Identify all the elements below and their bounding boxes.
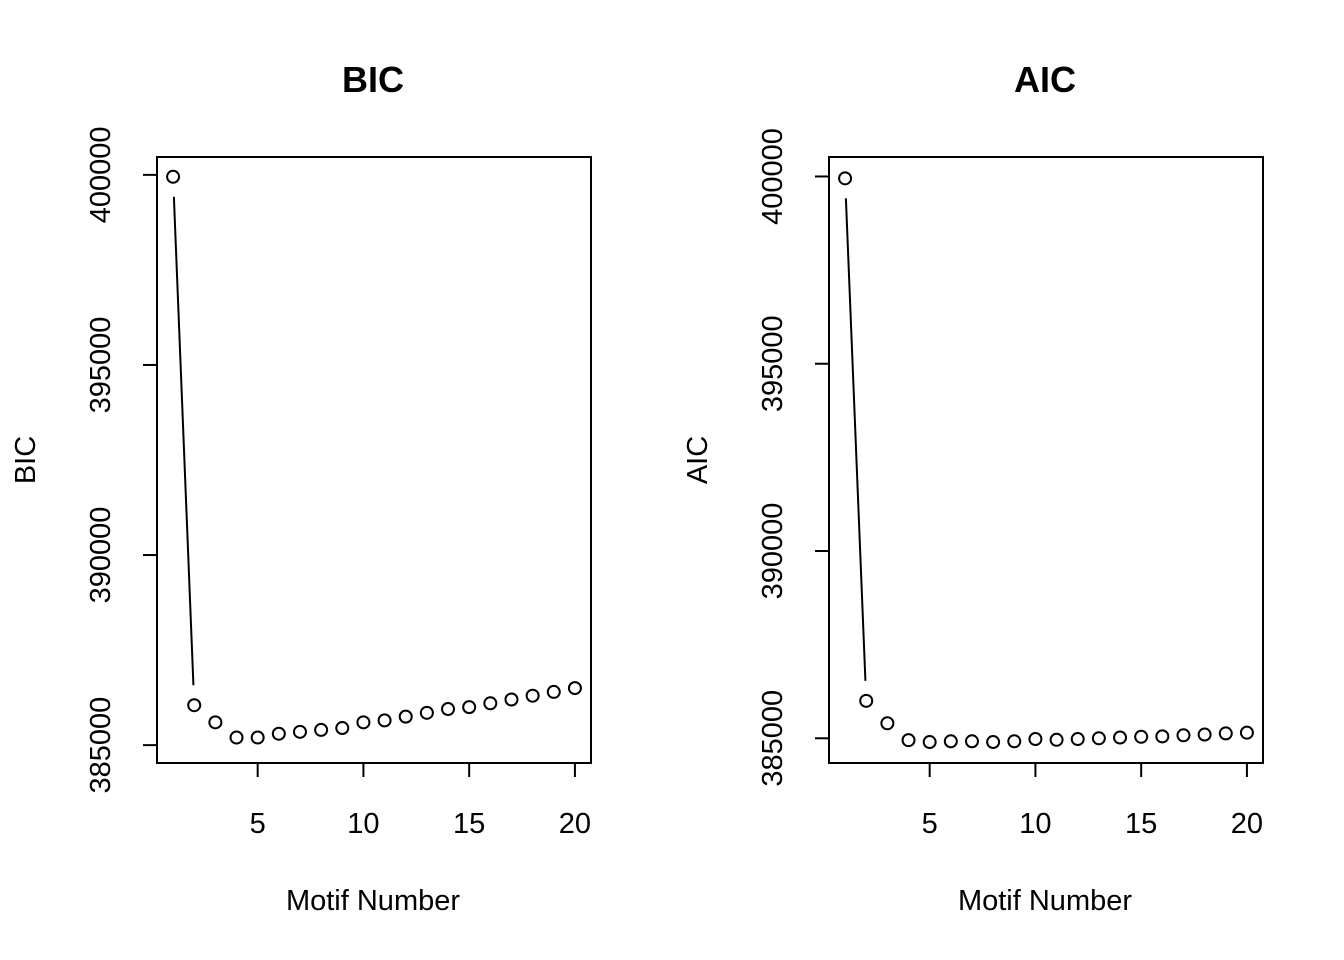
bic-y-tick-label: 390000	[85, 507, 117, 604]
bic-y-tick-label: 385000	[85, 697, 117, 794]
bic-x-tick-label: 15	[453, 808, 485, 840]
bic-panel: BIC Motif Number BIC 5 10 15 20 385000 390000…	[10, 59, 592, 917]
aic-data-point	[986, 735, 1001, 750]
bic-chart-title: BIC	[342, 59, 404, 100]
aic-data-point	[922, 735, 937, 750]
bic-data-point	[271, 726, 286, 741]
bic-x-tick-label: 20	[559, 808, 591, 840]
bic-data-point	[483, 696, 498, 711]
bic-data-point	[567, 681, 582, 696]
bic-data-point	[335, 721, 350, 736]
aic-y-tick-label: 390000	[757, 503, 789, 600]
aic-panel: AIC Motif Number AIC 5 10 15 20 385000 390000…	[682, 59, 1264, 917]
aic-data-point	[1134, 729, 1149, 744]
aic-data-point	[1028, 732, 1043, 747]
aic-x-tick-label: 5	[922, 808, 938, 840]
aic-x-tick-label: 20	[1231, 808, 1263, 840]
aic-y-axis-label: AIC	[682, 436, 714, 484]
aic-data-point	[1155, 729, 1170, 744]
aic-data-point	[859, 693, 874, 708]
bic-data-point	[525, 688, 540, 703]
bic-x-axis-label: Motif Number	[286, 885, 460, 917]
aic-data-point	[901, 733, 916, 748]
aic-x-tick-label: 15	[1125, 808, 1157, 840]
aic-series-segment	[844, 198, 867, 681]
bic-data-point	[441, 702, 456, 717]
bic-data-point	[229, 730, 244, 745]
bic-data-point	[504, 692, 519, 707]
bic-data-point	[314, 722, 329, 737]
aic-data-point	[1007, 734, 1022, 749]
aic-y-tick-label: 395000	[757, 315, 789, 412]
bic-data-point	[398, 709, 413, 724]
bic-data-point	[187, 698, 202, 713]
aic-data-point	[1091, 731, 1106, 746]
aic-data-point	[1176, 728, 1191, 743]
bic-y-tick-label: 395000	[85, 317, 117, 414]
aic-data-point	[943, 734, 958, 749]
aic-x-tick-label: 10	[1019, 808, 1051, 840]
bic-data-point	[166, 169, 181, 184]
bic-x-tick-label: 5	[250, 808, 266, 840]
bic-data-point	[377, 713, 392, 728]
bic-plot-frame	[156, 156, 592, 764]
aic-y-tick-label: 385000	[757, 690, 789, 787]
aic-data-point	[838, 171, 853, 186]
aic-y-tick-label: 400000	[757, 128, 789, 225]
aic-data-point	[1239, 725, 1254, 740]
bic-y-axis-label: BIC	[10, 436, 42, 484]
aic-data-point	[1218, 726, 1233, 741]
bic-data-point	[292, 724, 307, 739]
aic-data-point	[1049, 732, 1064, 747]
aic-data-point	[964, 734, 979, 749]
bic-series-segment	[172, 196, 195, 686]
bic-data-point	[250, 730, 265, 745]
aic-data-point	[880, 716, 895, 731]
bic-data-point	[462, 700, 477, 715]
bic-data-point	[208, 715, 223, 730]
aic-data-point	[1113, 730, 1128, 745]
aic-data-point	[1070, 732, 1085, 747]
aic-plot-frame	[828, 156, 1264, 764]
bic-data-point	[356, 715, 371, 730]
bic-data-point	[419, 705, 434, 720]
aic-chart-title: AIC	[1014, 59, 1076, 100]
bic-data-point	[546, 684, 561, 699]
aic-data-point	[1197, 727, 1212, 742]
bic-x-tick-label: 10	[347, 808, 379, 840]
aic-x-axis-label: Motif Number	[958, 885, 1132, 917]
bic-y-tick-label: 400000	[85, 126, 117, 223]
